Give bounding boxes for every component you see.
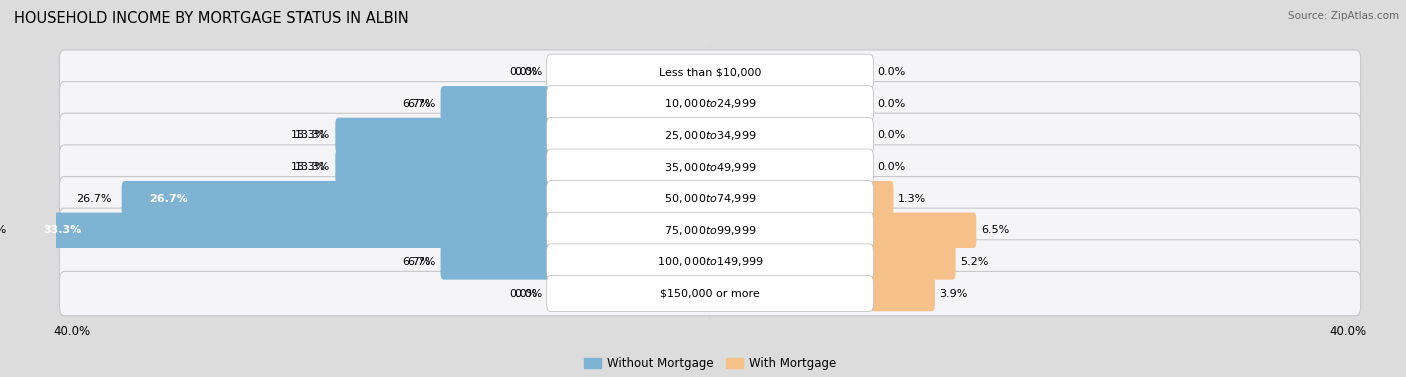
FancyBboxPatch shape (547, 86, 873, 122)
Text: $75,000 to $99,999: $75,000 to $99,999 (664, 224, 756, 237)
FancyBboxPatch shape (59, 271, 1361, 316)
FancyBboxPatch shape (547, 149, 873, 185)
Text: $25,000 to $34,999: $25,000 to $34,999 (664, 129, 756, 142)
FancyBboxPatch shape (59, 176, 1361, 221)
FancyBboxPatch shape (335, 149, 554, 185)
Text: 0.0%: 0.0% (515, 288, 543, 299)
Text: 33.3%: 33.3% (0, 225, 7, 235)
Text: 13.3%: 13.3% (295, 130, 330, 140)
Text: 6.5%: 6.5% (981, 225, 1010, 235)
Text: 26.7%: 26.7% (76, 194, 112, 204)
Text: $150,000 or more: $150,000 or more (661, 288, 759, 299)
Text: 0.0%: 0.0% (515, 67, 543, 77)
FancyBboxPatch shape (59, 208, 1361, 253)
Text: 13.3%: 13.3% (291, 162, 326, 172)
Text: HOUSEHOLD INCOME BY MORTGAGE STATUS IN ALBIN: HOUSEHOLD INCOME BY MORTGAGE STATUS IN A… (14, 11, 409, 26)
Text: 26.7%: 26.7% (149, 194, 187, 204)
Legend: Without Mortgage, With Mortgage: Without Mortgage, With Mortgage (579, 352, 841, 375)
Text: Less than $10,000: Less than $10,000 (659, 67, 761, 77)
Text: 6.7%: 6.7% (408, 257, 436, 267)
Text: 5.2%: 5.2% (960, 257, 988, 267)
FancyBboxPatch shape (866, 181, 893, 216)
Text: 13.3%: 13.3% (291, 130, 326, 140)
Text: 1.3%: 1.3% (898, 194, 927, 204)
Text: 3.9%: 3.9% (939, 288, 967, 299)
Text: 0.0%: 0.0% (877, 99, 905, 109)
FancyBboxPatch shape (59, 50, 1361, 94)
Text: 6.7%: 6.7% (408, 99, 436, 109)
FancyBboxPatch shape (866, 213, 976, 248)
FancyBboxPatch shape (866, 276, 935, 311)
FancyBboxPatch shape (547, 244, 873, 280)
Text: 0.0%: 0.0% (509, 288, 538, 299)
FancyBboxPatch shape (547, 117, 873, 153)
Text: 0.0%: 0.0% (877, 67, 905, 77)
Text: 0.0%: 0.0% (877, 130, 905, 140)
Text: 0.0%: 0.0% (509, 67, 538, 77)
Text: $100,000 to $149,999: $100,000 to $149,999 (657, 256, 763, 268)
Text: $10,000 to $24,999: $10,000 to $24,999 (664, 97, 756, 110)
FancyBboxPatch shape (547, 54, 873, 90)
FancyBboxPatch shape (866, 244, 956, 280)
FancyBboxPatch shape (59, 240, 1361, 284)
FancyBboxPatch shape (121, 181, 554, 216)
Text: 33.3%: 33.3% (44, 225, 82, 235)
FancyBboxPatch shape (59, 145, 1361, 189)
FancyBboxPatch shape (547, 181, 873, 217)
Text: 13.3%: 13.3% (295, 162, 330, 172)
FancyBboxPatch shape (59, 81, 1361, 126)
FancyBboxPatch shape (440, 86, 554, 121)
Text: Source: ZipAtlas.com: Source: ZipAtlas.com (1288, 11, 1399, 21)
FancyBboxPatch shape (440, 244, 554, 280)
FancyBboxPatch shape (335, 118, 554, 153)
Text: 6.7%: 6.7% (402, 257, 432, 267)
FancyBboxPatch shape (17, 213, 554, 248)
Text: $35,000 to $49,999: $35,000 to $49,999 (664, 161, 756, 173)
FancyBboxPatch shape (59, 113, 1361, 158)
Text: 0.0%: 0.0% (877, 162, 905, 172)
FancyBboxPatch shape (547, 212, 873, 248)
FancyBboxPatch shape (547, 276, 873, 312)
Text: 6.7%: 6.7% (402, 99, 432, 109)
Text: $50,000 to $74,999: $50,000 to $74,999 (664, 192, 756, 205)
